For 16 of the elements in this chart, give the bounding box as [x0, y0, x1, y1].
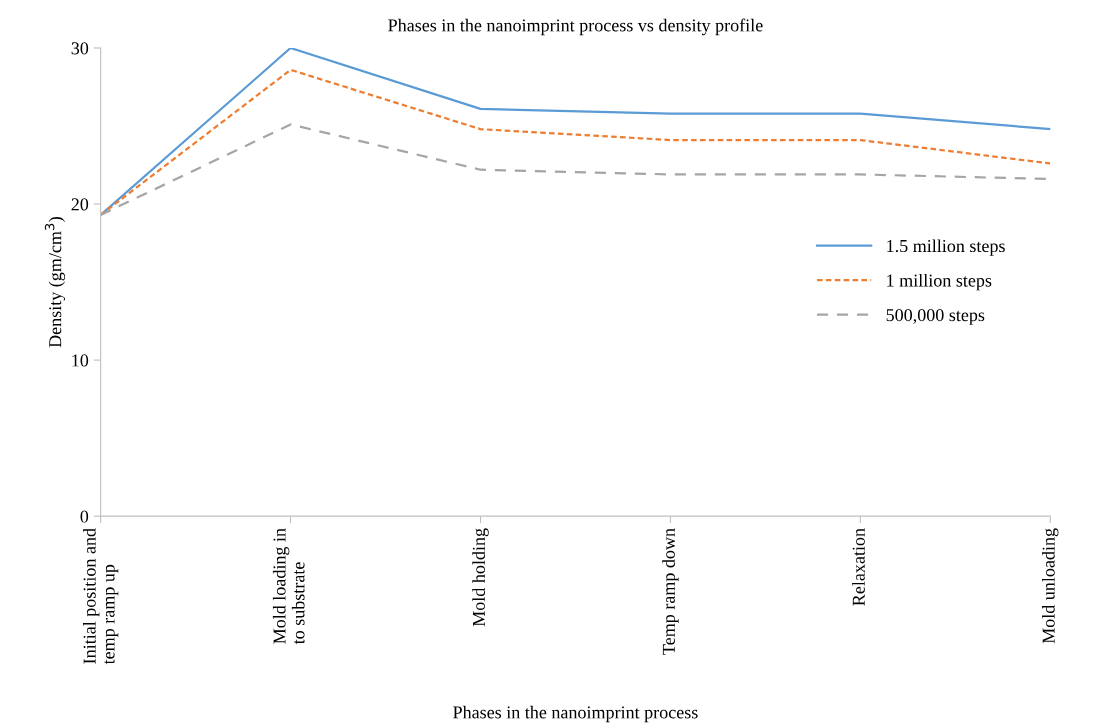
x-tick-label: Mold unloading [1042, 528, 1059, 644]
y-tick-label: 20 [71, 198, 89, 211]
y-tick-label: 30 [71, 42, 89, 55]
legend-label: 1 million steps [887, 273, 992, 291]
legend-label: 1.5 million steps [887, 239, 1005, 256]
y-axis-title: Density (gm/cm$^{3}$) [44, 217, 66, 348]
y-tick-label: 10 [72, 354, 89, 367]
x-tick-label: Relaxation [852, 528, 865, 606]
x-tick-label: Temp ramp down [662, 528, 679, 655]
chart-title: Phases in the nanoimprint process vs density profile [388, 18, 763, 36]
legend-label: 500,000 steps [886, 309, 985, 325]
x-axis-title: Phases in the nanoimprint process [453, 705, 698, 723]
x-tick-label: Mold holding [472, 528, 489, 627]
x-tick-label: Mold loading in to substrate [272, 528, 305, 645]
x-tick-label: Initial position and temp ramp up [83, 528, 119, 665]
y-tick-label: 0 [80, 510, 89, 523]
